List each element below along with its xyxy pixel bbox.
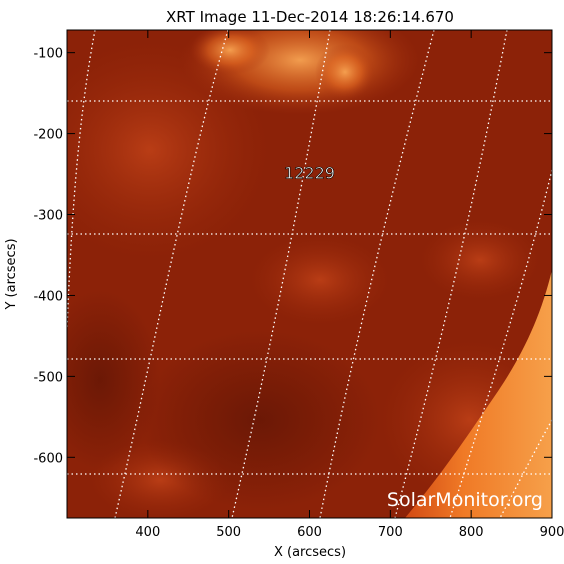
x-tick-label: 700: [378, 525, 403, 540]
y-axis-ticks: -100 -200 -300 -400 -500 -600: [33, 47, 552, 466]
longitude-line: [499, 419, 552, 518]
plot-title: XRT Image 11-Dec-2014 18:26:14.670: [166, 8, 454, 26]
y-tick-label: -600: [33, 451, 63, 466]
active-region-loops: [315, 44, 375, 100]
longitude-line: [449, 169, 552, 518]
solar-limb-bright-region: [405, 270, 552, 518]
y-tick-label: -400: [33, 289, 63, 304]
coronal-hole: [67, 290, 160, 470]
active-region-loops: [190, 30, 270, 75]
x-tick-label: 500: [216, 525, 241, 540]
longitude-line: [231, 30, 331, 518]
coronal-glow: [420, 220, 540, 300]
x-tick-label: 900: [540, 525, 564, 540]
y-tick-label: -500: [33, 370, 63, 385]
longitude-line: [394, 30, 508, 518]
active-region-label: 12229: [284, 163, 335, 182]
y-axis-label: Y (arcsecs): [4, 238, 19, 310]
longitude-line: [114, 30, 229, 518]
coronal-hole: [140, 330, 380, 510]
x-tick-label: 800: [459, 525, 484, 540]
x-tick-label: 400: [135, 525, 160, 540]
x-tick-label: 600: [297, 525, 322, 540]
y-tick-label: -200: [33, 128, 63, 143]
coordinate-grid: [67, 30, 552, 518]
y-tick-label: -300: [33, 209, 63, 224]
watermark: SolarMonitor.org: [387, 489, 543, 511]
x-axis-ticks: 400 500 600 700 800 900: [135, 30, 564, 540]
x-axis-label: X (arcsecs): [274, 545, 346, 560]
longitude-line: [67, 30, 96, 331]
coronal-glow: [250, 235, 390, 325]
solar-image: [67, 30, 552, 518]
y-tick-label: -100: [33, 47, 63, 62]
